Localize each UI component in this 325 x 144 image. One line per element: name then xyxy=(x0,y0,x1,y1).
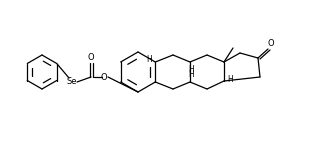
Text: O: O xyxy=(268,38,274,48)
Text: O: O xyxy=(101,72,107,82)
Text: H: H xyxy=(188,70,194,79)
Text: H: H xyxy=(188,65,194,74)
Text: Se: Se xyxy=(67,76,77,86)
Text: O: O xyxy=(88,54,94,62)
Text: H: H xyxy=(227,75,233,85)
Text: H: H xyxy=(147,55,152,65)
